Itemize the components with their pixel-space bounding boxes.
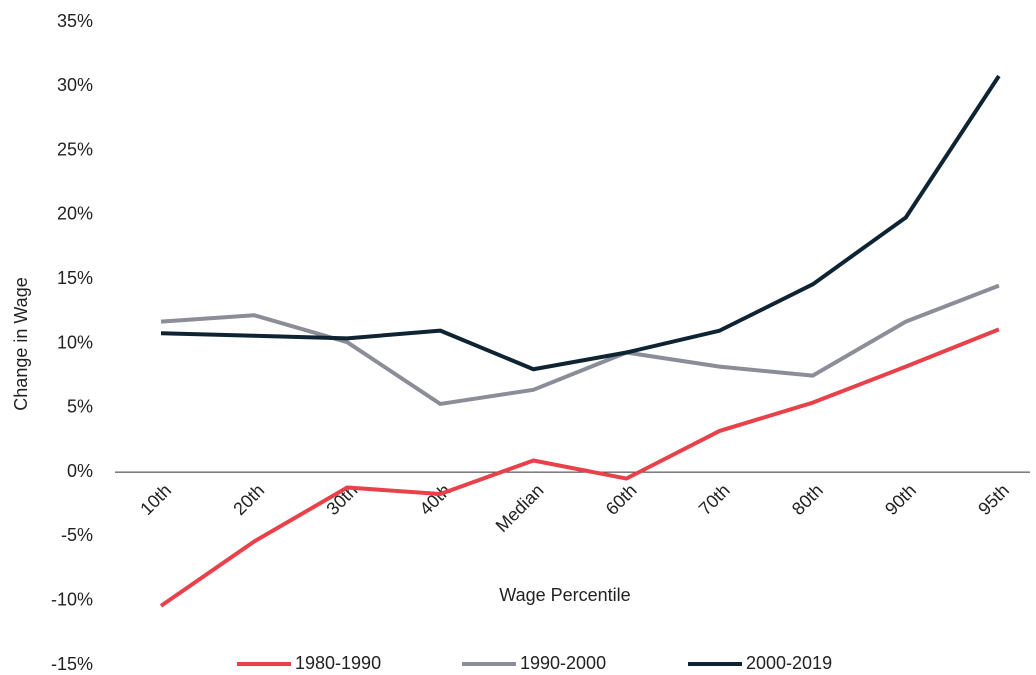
series-line bbox=[160, 283, 1000, 406]
series-line bbox=[160, 74, 1001, 372]
legend-label: 2000-2019 bbox=[746, 653, 832, 673]
x-tick-label: 95th bbox=[974, 480, 1013, 519]
x-tick-label: 10th bbox=[136, 480, 175, 519]
x-tick-label: 80th bbox=[788, 480, 827, 519]
y-tick-label: 15% bbox=[57, 268, 93, 288]
y-tick-label: 5% bbox=[67, 397, 93, 417]
legend-label: 1990-2000 bbox=[520, 653, 606, 673]
y-tick-label: 25% bbox=[57, 139, 93, 159]
y-tick-label: -10% bbox=[51, 589, 93, 609]
legend-label: 1980-1990 bbox=[295, 653, 381, 673]
x-axis-label: Wage Percentile bbox=[499, 585, 630, 605]
y-tick-label: 10% bbox=[57, 332, 93, 352]
x-tick-label: 60th bbox=[602, 480, 641, 519]
x-tick-label: Median bbox=[492, 480, 548, 536]
x-tick-label: 40th bbox=[416, 480, 455, 519]
x-tick-label: 20th bbox=[229, 480, 268, 519]
y-tick-label: 20% bbox=[57, 204, 93, 224]
y-tick-label: 35% bbox=[57, 11, 93, 31]
y-axis-label: Change in Wage bbox=[11, 277, 31, 410]
y-tick-label: -15% bbox=[51, 654, 93, 674]
y-tick-label: 30% bbox=[57, 75, 93, 95]
y-tick-label: -5% bbox=[61, 525, 93, 545]
x-tick-label: 70th bbox=[695, 480, 734, 519]
y-tick-label: 0% bbox=[67, 461, 93, 481]
x-tick-label: 90th bbox=[881, 480, 920, 519]
series-line bbox=[159, 327, 1000, 608]
